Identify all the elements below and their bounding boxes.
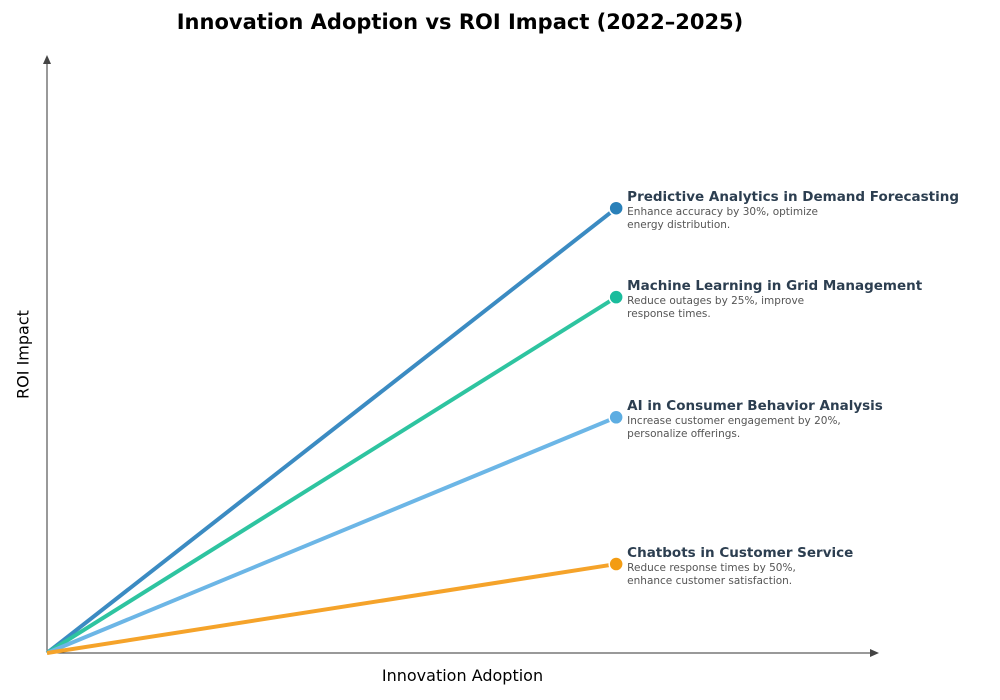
annotation-title: AI in Consumer Behavior Analysis bbox=[627, 398, 883, 415]
annotation: Machine Learning in Grid Management Reduc… bbox=[627, 278, 922, 321]
y-axis-arrow bbox=[43, 55, 51, 64]
x-axis-label: Innovation Adoption bbox=[381, 666, 544, 685]
data-point bbox=[608, 409, 624, 426]
data-point bbox=[608, 289, 624, 305]
annotation-description: Reduce response times by 50%, enhance cu… bbox=[627, 562, 796, 588]
series-line bbox=[45, 206, 618, 655]
annotation-title: Predictive Analytics in Demand Forecasti… bbox=[627, 189, 960, 206]
data-point bbox=[608, 200, 624, 216]
data-point bbox=[608, 556, 624, 572]
chart-title: Innovation Adoption vs ROI Impact (2022–… bbox=[176, 10, 744, 34]
x-axis-arrow bbox=[870, 649, 879, 657]
series-line bbox=[46, 562, 617, 655]
y-axis-label: ROI Impact bbox=[13, 310, 33, 399]
annotation-description: Increase customer engagement by 20%, per… bbox=[627, 415, 841, 441]
annotation-description: Enhance accuracy by 30%, optimize energy… bbox=[627, 206, 818, 232]
series-line bbox=[45, 295, 618, 655]
annotation: Chatbots in Customer Service Reduce respo… bbox=[627, 545, 853, 588]
annotation-title: Chatbots in Customer Service bbox=[627, 545, 854, 562]
annotation: AI in Consumer Behavior Analysis Increase… bbox=[627, 398, 883, 441]
series-line bbox=[46, 415, 617, 655]
annotation-title: Machine Learning in Grid Management bbox=[627, 278, 923, 295]
annotation-description: Reduce outages by 25%, improve response … bbox=[627, 295, 805, 321]
annotation: Predictive Analytics in Demand Forecasti… bbox=[627, 189, 959, 232]
